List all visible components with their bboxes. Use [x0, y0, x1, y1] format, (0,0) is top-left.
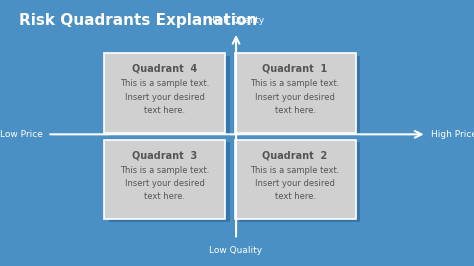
FancyBboxPatch shape	[239, 142, 360, 222]
FancyBboxPatch shape	[235, 140, 356, 219]
FancyBboxPatch shape	[104, 140, 225, 219]
Text: Quadrant  1: Quadrant 1	[263, 64, 328, 74]
Text: This is a sample text.
Insert your desired
text here.: This is a sample text. Insert your desir…	[120, 79, 210, 115]
FancyBboxPatch shape	[104, 53, 225, 133]
Text: High Quality: High Quality	[208, 16, 264, 25]
Text: Quadrant  4: Quadrant 4	[132, 64, 197, 74]
FancyBboxPatch shape	[109, 56, 230, 136]
Text: Low Quality: Low Quality	[210, 246, 263, 255]
Text: Low Price: Low Price	[0, 130, 43, 139]
Text: Quadrant  2: Quadrant 2	[263, 150, 328, 160]
Text: This is a sample text.
Insert your desired
text here.: This is a sample text. Insert your desir…	[120, 166, 210, 201]
Text: Quadrant  3: Quadrant 3	[132, 150, 197, 160]
FancyBboxPatch shape	[235, 53, 356, 133]
Text: High Price: High Price	[431, 130, 474, 139]
Text: Risk Quadrants Explanation: Risk Quadrants Explanation	[19, 13, 257, 28]
FancyBboxPatch shape	[239, 56, 360, 136]
Text: This is a sample text.
Insert your desired
text here.: This is a sample text. Insert your desir…	[250, 79, 340, 115]
FancyBboxPatch shape	[109, 142, 230, 222]
Text: This is a sample text.
Insert your desired
text here.: This is a sample text. Insert your desir…	[250, 166, 340, 201]
